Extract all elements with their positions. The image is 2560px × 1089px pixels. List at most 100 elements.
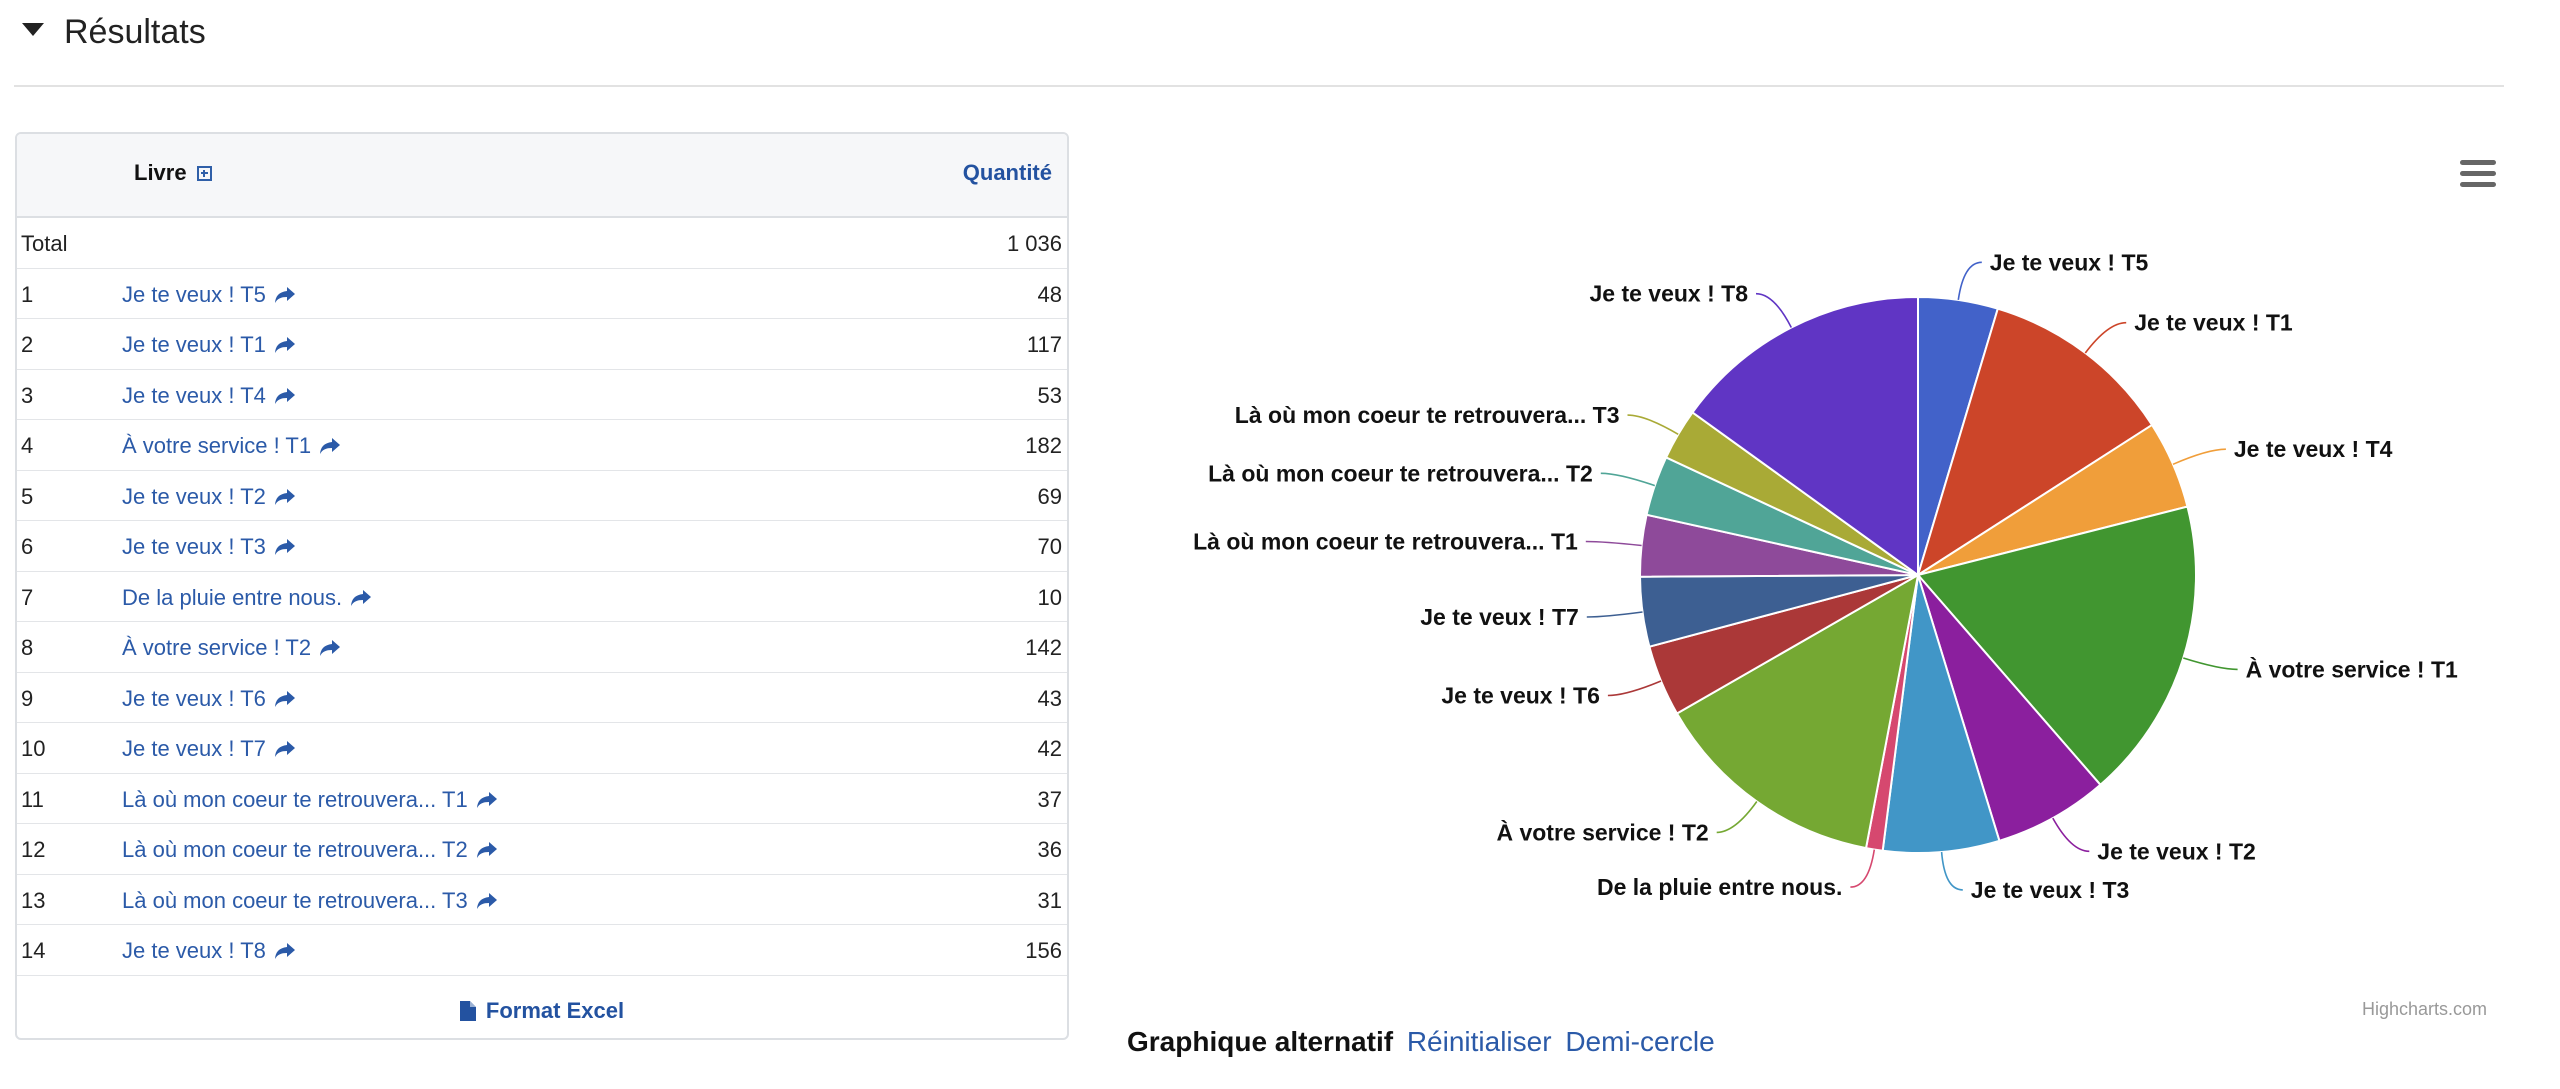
row-rank: 7	[21, 584, 34, 610]
pie-label: Là où mon coeur te retrouvera... T1	[1193, 529, 1578, 555]
book-link[interactable]: Je te veux ! T8	[122, 938, 296, 964]
pie-label: Là où mon coeur te retrouvera... T2	[1208, 460, 1593, 486]
expand-plus-icon[interactable]	[196, 165, 212, 181]
book-title: De la pluie entre nous.	[122, 584, 343, 610]
reset-link[interactable]: Réinitialiser	[1406, 1026, 1552, 1057]
row-quantity: 117	[1026, 332, 1062, 357]
pie-chart: Je te veux ! T5 Je te veux ! T1 Je te veux…	[1193, 249, 2458, 903]
highcharts-credits[interactable]: Highcharts.com	[2362, 999, 2488, 1019]
book-link[interactable]: Je te veux ! T4	[122, 383, 296, 409]
row-rank: 10	[21, 736, 46, 761]
row-quantity: 53	[1037, 382, 1062, 408]
book-link[interactable]: De la pluie entre nous.	[122, 585, 372, 611]
row-quantity: 182	[1025, 433, 1062, 458]
pie-slice[interactable]	[1691, 295, 1919, 577]
book-link[interactable]: Je te veux ! T2	[122, 484, 296, 510]
table-row: 3 Je te veux ! T4 53	[17, 370, 1067, 420]
row-rank: 4	[21, 433, 34, 458]
pie-slice[interactable]	[1916, 307, 2154, 578]
chart-menu-icon[interactable]	[2460, 160, 2496, 188]
book-title: Là où mon coeur te retrouvera... T3	[122, 887, 468, 913]
book-link[interactable]: Là où mon coeur te retrouvera... T3	[122, 888, 498, 914]
book-link[interactable]: Je te veux ! T1	[122, 332, 296, 358]
book-link[interactable]: À votre service ! T1	[122, 433, 341, 459]
table-row: 14 Je te veux ! T8 156	[17, 925, 1067, 976]
pie-connector	[1755, 292, 1793, 328]
half-circle-link[interactable]: Demi-cercle	[1565, 1026, 1715, 1057]
pie-slice[interactable]	[1881, 574, 2001, 854]
share-icon[interactable]	[274, 488, 296, 506]
book-title: Je te veux ! T2	[122, 483, 266, 509]
book-link[interactable]: Là où mon coeur te retrouvera... T1	[122, 787, 498, 813]
excel-export-label: Format Excel	[485, 998, 625, 1023]
table-row: 11 Là où mon coeur te retrouvera... T1 37	[17, 774, 1067, 824]
column-livre[interactable]: Livre	[134, 160, 212, 186]
share-icon[interactable]	[274, 286, 296, 304]
pie-connector	[1586, 611, 1643, 618]
row-rank: 11	[21, 786, 44, 812]
book-title: Je te veux ! T7	[122, 736, 266, 761]
pie-slice[interactable]	[1916, 505, 2197, 787]
pie-label: Je te veux ! T8	[1589, 281, 1748, 307]
row-rank: 3	[21, 382, 34, 408]
book-title: Je te veux ! T3	[122, 534, 266, 559]
book-title: Je te veux ! T4	[122, 382, 266, 408]
share-icon[interactable]	[274, 336, 296, 354]
pie-label: De la pluie entre nous.	[1597, 874, 1842, 900]
row-quantity: 31	[1037, 887, 1062, 913]
share-icon[interactable]	[476, 841, 498, 859]
row-quantity: 142	[1025, 635, 1062, 660]
book-link[interactable]: Je te veux ! T5	[122, 282, 296, 308]
pie-label: Je te veux ! T6	[1441, 683, 1600, 709]
row-rank: 8	[21, 635, 34, 660]
table-row: 13 Là où mon coeur te retrouvera... T3 31	[17, 875, 1067, 925]
book-title: Je te veux ! T5	[122, 281, 266, 307]
pie-label: À votre service ! T1	[2246, 655, 2458, 682]
book-link[interactable]: À votre service ! T2	[122, 635, 341, 661]
pie-label: Je te veux ! T4	[2234, 436, 2393, 462]
book-title: À votre service ! T1	[122, 433, 312, 458]
book-link[interactable]: Je te veux ! T3	[122, 534, 296, 560]
row-rank: 13	[21, 887, 46, 913]
pie-slice[interactable]	[1917, 574, 2102, 843]
excel-export-link[interactable]: Format Excel	[17, 998, 1067, 1024]
share-icon[interactable]	[274, 387, 296, 405]
row-rank: 5	[21, 483, 34, 509]
total-label: Total	[21, 231, 68, 256]
pie-label: Je te veux ! T2	[2097, 838, 2256, 864]
pie-connector	[1607, 680, 1662, 697]
table-row: 4 À votre service ! T1 182	[17, 420, 1067, 471]
section-title: Résultats	[64, 12, 206, 51]
share-icon[interactable]	[274, 740, 296, 758]
total-value: 1 036	[1006, 231, 1062, 256]
results-table: Livre Quantité Total 1 036 1 Je te veux !…	[15, 132, 1069, 1040]
share-icon[interactable]	[476, 791, 498, 809]
pie-label: À votre service ! T2	[1496, 818, 1708, 845]
table-row: 9 Je te veux ! T6 43	[17, 673, 1067, 723]
pie-label: Je te veux ! T1	[2134, 310, 2293, 336]
share-icon[interactable]	[274, 538, 296, 556]
share-icon[interactable]	[350, 589, 372, 607]
pie-connector	[2052, 817, 2090, 853]
table-row: 5 Je te veux ! T2 69	[17, 471, 1067, 521]
share-icon[interactable]	[274, 942, 296, 960]
share-icon[interactable]	[476, 892, 498, 910]
share-icon[interactable]	[319, 437, 341, 455]
share-icon[interactable]	[274, 690, 296, 708]
book-title: Je te veux ! T6	[122, 685, 266, 711]
book-link[interactable]: Là où mon coeur te retrouvera... T2	[122, 837, 498, 863]
book-link[interactable]: Je te veux ! T7	[122, 736, 296, 762]
alt-chart-label: Graphique alternatif	[1127, 1026, 1394, 1057]
results-section-header[interactable]: Résultats	[22, 8, 206, 56]
share-icon[interactable]	[319, 639, 341, 657]
column-quantite[interactable]: Quantité	[962, 160, 1052, 185]
pie-slice[interactable]	[1675, 573, 1920, 850]
book-link[interactable]: Je te veux ! T6	[122, 686, 296, 712]
alternative-chart-bar: Graphique alternatif Réinitialiser Demi-…	[1127, 1026, 1715, 1058]
book-title: Je te veux ! T8	[122, 938, 266, 963]
total-row: Total 1 036	[17, 218, 1067, 269]
pie-connector	[1716, 801, 1758, 834]
pie-connector	[2084, 321, 2127, 354]
book-title: Là où mon coeur te retrouvera... T2	[122, 837, 468, 862]
collapse-triangle-icon[interactable]	[22, 22, 44, 36]
